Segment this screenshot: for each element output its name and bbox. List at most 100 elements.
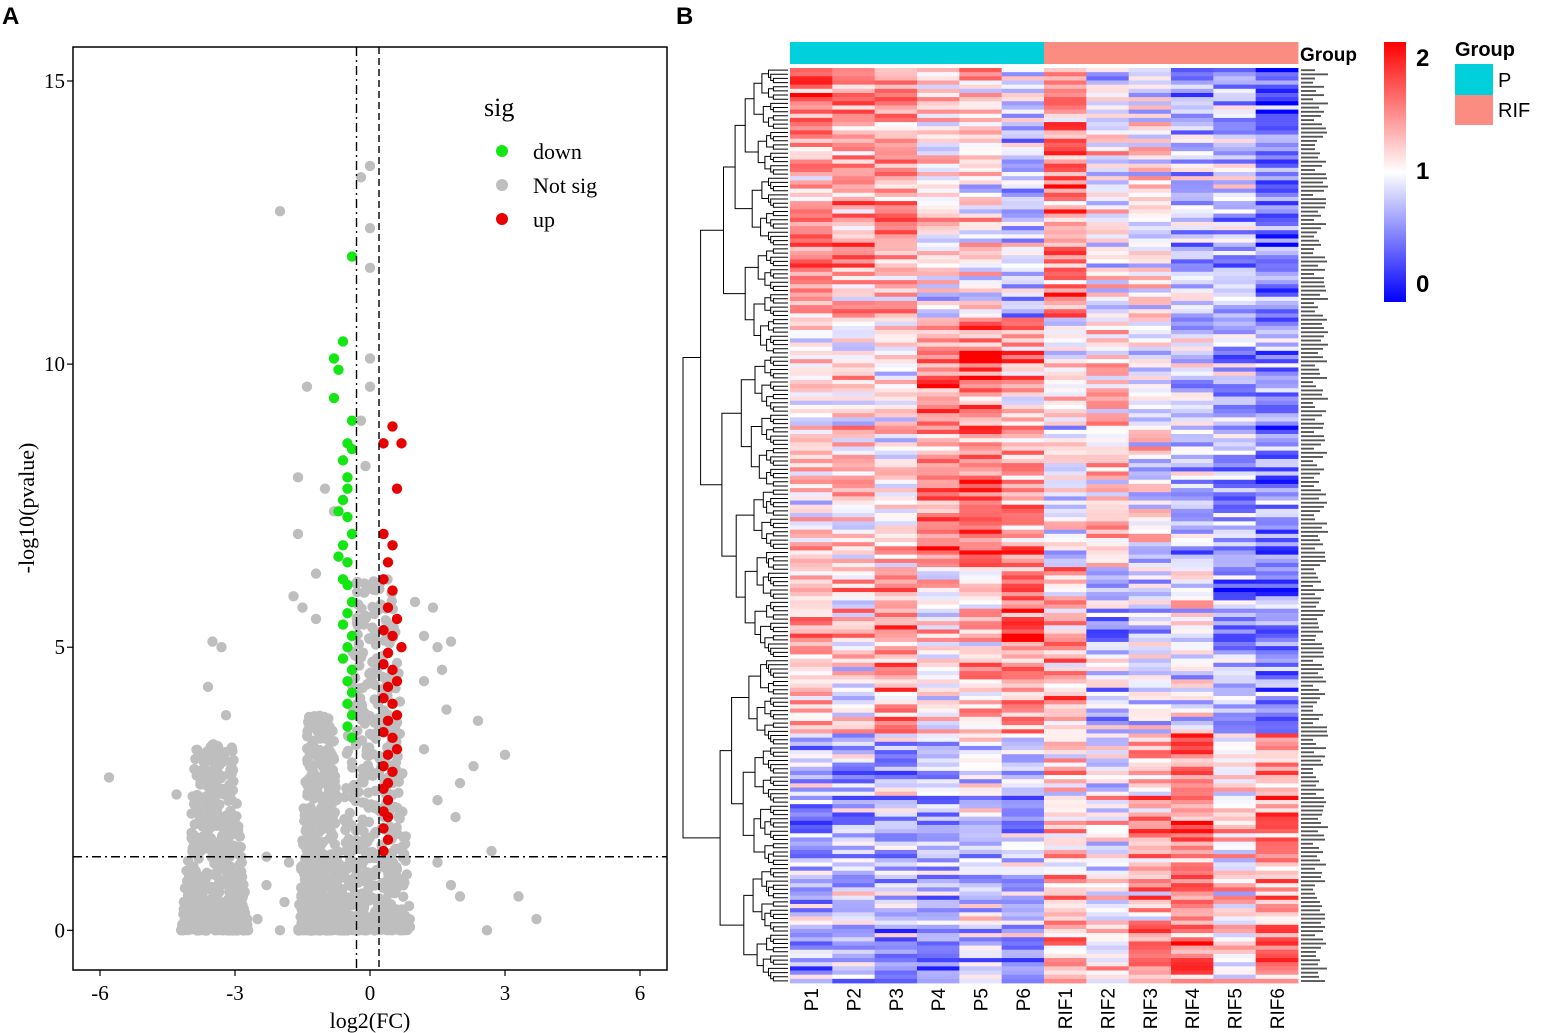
heatmap-cell	[1128, 720, 1172, 726]
heatmap-cell	[1255, 550, 1299, 556]
point-notsig-cloud	[218, 754, 229, 766]
gene-label	[1301, 614, 1323, 616]
heatmap-cell	[1086, 84, 1130, 90]
dendrogram-branch	[768, 643, 788, 652]
heatmap-cell	[1213, 367, 1257, 373]
heatmap-cell	[1171, 155, 1214, 160]
heatmap-cell	[1213, 238, 1257, 244]
heatmap-cell	[832, 201, 876, 206]
gene-label	[1301, 963, 1318, 966]
heatmap-cell	[790, 862, 833, 867]
gene-label	[1301, 489, 1321, 492]
heatmap-cell	[874, 583, 918, 589]
heatmap-cell	[874, 392, 918, 397]
heatmap-cell	[917, 367, 960, 373]
gene-label	[1301, 880, 1325, 883]
heatmap-cell	[1213, 72, 1257, 77]
heatmap-cell	[1213, 363, 1257, 368]
point-notsig-cloud	[355, 897, 366, 909]
heatmap-cell	[1171, 371, 1214, 377]
heatmap-cell	[1128, 209, 1172, 214]
heatmap-cell	[1171, 213, 1214, 219]
gene-label	[1301, 622, 1318, 625]
heatmap-cell	[1128, 126, 1172, 131]
gene-label	[1301, 955, 1316, 957]
gene-label	[1301, 298, 1328, 300]
heatmap-cell	[959, 641, 1003, 647]
heatmap-cell	[790, 829, 833, 834]
heatmap-cell	[832, 375, 876, 381]
point-notsig-cloud	[327, 811, 339, 822]
heatmap-cell	[1128, 429, 1172, 435]
gene-label	[1301, 522, 1327, 525]
gene-label	[1301, 930, 1323, 933]
point-notsig	[445, 879, 457, 891]
heatmap-cell	[1213, 662, 1257, 668]
heatmap-cell	[917, 916, 960, 922]
heatmap-cell	[1128, 924, 1172, 930]
heatmap-cell	[917, 446, 960, 452]
heatmap-cell	[1128, 937, 1172, 942]
heatmap-cell	[1255, 292, 1299, 298]
gene-label	[1301, 389, 1323, 392]
heatmap-cell	[1213, 284, 1257, 289]
gene-label	[1301, 322, 1322, 325]
heatmap-cell	[1255, 226, 1299, 231]
heatmap-cell	[1128, 234, 1172, 239]
heatmap-cell	[1086, 176, 1130, 181]
heatmap-cell	[1128, 230, 1172, 235]
heatmap-cell	[1044, 234, 1087, 239]
heatmap-cell	[1255, 770, 1299, 776]
heatmap-cell	[959, 454, 1003, 460]
heatmap-cell	[790, 837, 833, 842]
heatmap-cell	[1171, 679, 1214, 684]
heatmap-cell	[790, 346, 833, 352]
dendrogram-branch	[743, 894, 758, 956]
heatmap-cell	[1001, 912, 1045, 917]
heatmap-cell	[874, 550, 918, 556]
heatmap-cell	[1171, 76, 1214, 81]
heatmap-cell	[959, 762, 1003, 768]
heatmap-cell	[959, 475, 1003, 481]
heatmap-cell	[1171, 579, 1214, 585]
heatmap-cell	[1128, 775, 1172, 780]
point-notsig-cloud	[393, 776, 404, 787]
heatmap-cell	[1255, 766, 1299, 772]
heatmap-cell	[1128, 812, 1172, 818]
heatmap-cell	[1001, 88, 1045, 94]
heatmap-cell	[1086, 858, 1130, 863]
dendrogram-branch	[772, 614, 788, 620]
heatmap-cell	[832, 221, 876, 227]
heatmap-cell	[790, 388, 833, 393]
heatmap-cell	[1171, 117, 1214, 123]
heatmap-cell	[832, 442, 876, 447]
group-legend-title: Group	[1455, 39, 1515, 61]
heatmap-cell	[1128, 330, 1172, 335]
heatmap-cell	[790, 766, 833, 772]
heatmap-cell	[832, 883, 876, 888]
heatmap-cell	[959, 658, 1003, 664]
heatmap-cell	[1044, 259, 1087, 264]
heatmap-cell	[1086, 234, 1130, 239]
heatmap-cell	[1044, 163, 1087, 169]
heatmap-cell	[1086, 937, 1130, 942]
heatmap-cell	[1128, 113, 1172, 119]
heatmap-cell	[832, 641, 876, 647]
point-notsig-cloud	[294, 899, 305, 910]
heatmap-cell	[832, 924, 876, 930]
heatmap-cell	[790, 101, 833, 106]
heatmap-cell	[1086, 330, 1130, 335]
heatmap-cell	[1128, 800, 1172, 805]
volcano-points	[103, 160, 542, 936]
heatmap-cell	[1255, 795, 1299, 801]
point-notsig-cloud	[380, 615, 391, 626]
gene-label	[1301, 148, 1315, 151]
point-up	[382, 681, 394, 693]
heatmap-cell	[874, 937, 918, 942]
heatmap-cell	[1086, 413, 1130, 418]
point-down	[342, 721, 353, 732]
heatmap-cell	[917, 309, 960, 314]
heatmap-cell	[1044, 458, 1087, 464]
heatmap-cell	[1128, 517, 1172, 522]
x-tick-label: 3	[500, 981, 511, 1005]
